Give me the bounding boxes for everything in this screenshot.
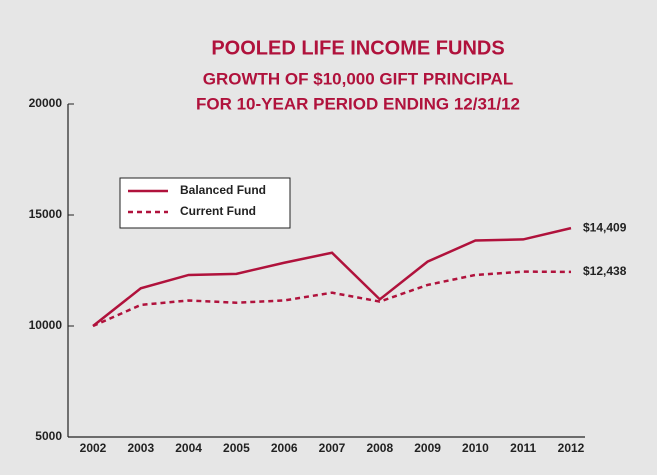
x-tick-label: 2005: [223, 441, 250, 455]
chart-subtitle: GROWTH OF $10,000 GIFT PRINCIPAL: [203, 69, 513, 88]
y-tick-label: 5000: [35, 429, 62, 443]
legend: [119, 177, 291, 229]
x-tick-label: 2003: [127, 441, 154, 455]
x-tick-label: 2008: [366, 441, 393, 455]
x-tick-label: 2004: [175, 441, 202, 455]
value-label: $12,438: [583, 264, 627, 278]
x-tick-label: 2007: [319, 441, 346, 455]
y-tick-label: 10000: [29, 318, 63, 332]
x-tick-label: 2011: [510, 441, 536, 455]
y-tick-label: 15000: [29, 207, 63, 221]
x-tick-label: 2010: [462, 441, 489, 455]
series-line: [92, 270, 572, 328]
legend-label: Balanced Fund: [180, 183, 266, 197]
x-tick-label: 2012: [558, 441, 585, 455]
x-tick-label: 2006: [271, 441, 298, 455]
y-tick-label: 20000: [29, 96, 63, 110]
chart-title: POOLED LIFE INCOME FUNDS: [211, 37, 504, 59]
x-tick-label: 2002: [80, 441, 107, 455]
value-label: $14,409: [583, 220, 627, 234]
series-line: [92, 226, 572, 327]
legend-label: Current Fund: [180, 204, 256, 218]
chart-subtitle: FOR 10-YEAR PERIOD ENDING 12/31/12: [196, 94, 520, 113]
x-tick-label: 2009: [414, 441, 441, 455]
